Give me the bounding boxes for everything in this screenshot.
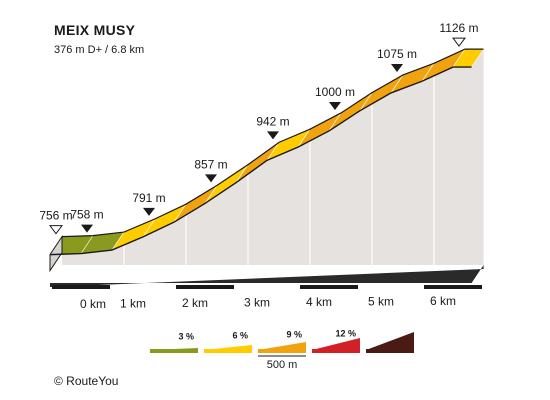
km-scale-bar <box>424 285 482 289</box>
altitude-label: 1075 m <box>377 47 417 61</box>
km-scale-bar <box>52 285 110 289</box>
legend-swatch <box>258 342 306 350</box>
legend-swatch <box>312 338 360 350</box>
altitude-label: 758 m <box>70 208 103 222</box>
legend-swatch-base <box>204 349 252 353</box>
legend-label: 9 % <box>286 330 302 340</box>
legend-scale-label: 500 m <box>267 359 298 371</box>
altitude-marker-icon <box>267 131 279 140</box>
km-tick-label: 3 km <box>244 296 270 310</box>
legend-swatch-base <box>258 349 306 353</box>
altitude-marker-icon <box>329 101 341 110</box>
legend-label: 3 % <box>178 331 194 341</box>
legend-swatch <box>204 345 252 350</box>
legend-swatch-base <box>366 349 414 353</box>
legend-label: 12 % <box>335 328 356 338</box>
km-scale-bar <box>300 285 358 289</box>
km-tick-label: 2 km <box>182 296 208 310</box>
altitude-label: 942 m <box>256 114 289 128</box>
altitude-marker-icon <box>391 63 403 72</box>
km-tick-label: 4 km <box>306 295 332 309</box>
altitude-label: 791 m <box>132 191 165 205</box>
chart-title: MEIX MUSY <box>54 22 136 38</box>
chart-subtitle: 376 m D+ / 6.8 km <box>54 44 145 56</box>
profile-start-face <box>49 234 63 273</box>
altitude-label: 1000 m <box>315 85 355 99</box>
profile-front-edge <box>49 66 472 256</box>
km-tick-label: 1 km <box>120 297 146 311</box>
km-tick-label: 5 km <box>368 295 394 309</box>
legend-swatch <box>366 332 414 350</box>
end-marker-icon <box>452 37 466 47</box>
km-scale-bar <box>176 285 234 289</box>
legend-label: 6 % <box>232 331 248 341</box>
profile-back-edge <box>61 48 484 238</box>
km-tick-label: 6 km <box>430 294 456 308</box>
km-tick-label: 0 km <box>80 297 106 311</box>
profile-base-strip <box>50 265 484 287</box>
altitude-label: 857 m <box>194 157 227 171</box>
altitude-label: 756 m <box>39 209 72 223</box>
legend-swatch-base <box>312 349 360 353</box>
altitude-marker-icon <box>81 224 93 233</box>
altitude-label: 1126 m <box>439 21 478 35</box>
legend-swatch-base <box>150 349 198 353</box>
credit-text: © RouteYou <box>54 374 119 388</box>
altitude-marker-icon <box>205 174 217 183</box>
start-marker-icon <box>49 225 63 235</box>
altitude-marker-icon <box>143 207 155 216</box>
